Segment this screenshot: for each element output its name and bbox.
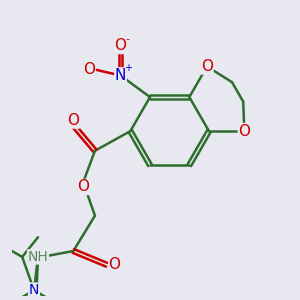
Text: O: O xyxy=(109,257,121,272)
Text: O: O xyxy=(77,179,89,194)
Text: +: + xyxy=(124,63,132,74)
Text: N: N xyxy=(115,68,126,83)
Text: NH: NH xyxy=(28,250,48,264)
Text: O: O xyxy=(83,62,95,77)
Text: O: O xyxy=(238,124,250,139)
Text: -: - xyxy=(126,34,130,44)
Text: O: O xyxy=(115,38,127,53)
Text: N: N xyxy=(29,283,39,297)
Text: O: O xyxy=(67,113,79,128)
Text: O: O xyxy=(201,59,213,74)
Text: N: N xyxy=(29,283,39,297)
